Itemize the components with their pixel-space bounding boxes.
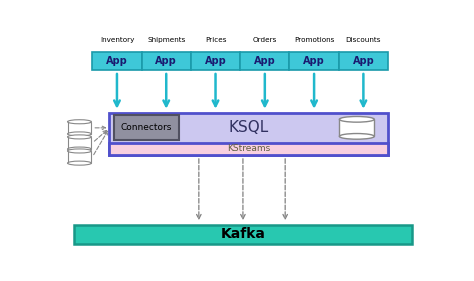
FancyBboxPatch shape (191, 52, 240, 70)
Text: KStreams: KStreams (227, 144, 270, 153)
Ellipse shape (67, 135, 91, 139)
Ellipse shape (339, 133, 374, 139)
Ellipse shape (339, 117, 374, 122)
Ellipse shape (67, 161, 91, 165)
Ellipse shape (67, 149, 91, 153)
Text: Connectors: Connectors (121, 123, 172, 132)
Text: Shipments: Shipments (147, 37, 185, 44)
Text: App: App (254, 56, 276, 66)
Text: Prices: Prices (205, 37, 226, 44)
Text: Promotions: Promotions (294, 37, 334, 44)
Text: App: App (155, 56, 177, 66)
FancyBboxPatch shape (240, 52, 290, 70)
FancyBboxPatch shape (290, 52, 339, 70)
FancyBboxPatch shape (67, 137, 91, 149)
Text: App: App (303, 56, 325, 66)
Text: Discounts: Discounts (346, 37, 381, 44)
FancyBboxPatch shape (67, 122, 91, 134)
Ellipse shape (67, 147, 91, 151)
FancyBboxPatch shape (142, 52, 191, 70)
Text: App: App (106, 56, 128, 66)
Text: Inventory: Inventory (100, 37, 134, 44)
Ellipse shape (67, 120, 91, 124)
FancyBboxPatch shape (67, 151, 91, 163)
FancyBboxPatch shape (109, 113, 388, 155)
Text: Orders: Orders (253, 37, 277, 44)
FancyBboxPatch shape (339, 119, 374, 136)
Ellipse shape (67, 132, 91, 136)
FancyBboxPatch shape (109, 143, 388, 155)
FancyBboxPatch shape (92, 52, 142, 70)
FancyBboxPatch shape (74, 225, 412, 244)
Text: App: App (353, 56, 374, 66)
Text: KSQL: KSQL (228, 120, 269, 135)
Text: App: App (205, 56, 227, 66)
FancyBboxPatch shape (114, 115, 179, 140)
Text: Kafka: Kafka (220, 227, 265, 241)
FancyBboxPatch shape (339, 52, 388, 70)
